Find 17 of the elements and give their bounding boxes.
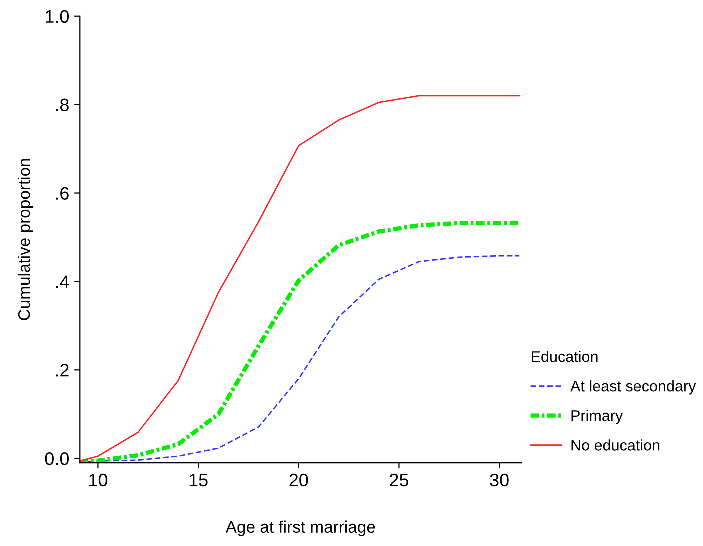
x-tick-label: 25: [390, 474, 408, 487]
x-tick-label: 20: [290, 474, 308, 487]
y-tick-label: 0.0: [45, 452, 70, 466]
y-tick-label: .8: [56, 98, 69, 112]
x-axis-title: Age at first marriage: [226, 520, 376, 536]
y-tick-label: 1.0: [46, 10, 70, 24]
y-tick-label: .4: [56, 276, 70, 288]
y-tick-label: .2: [56, 364, 69, 377]
legend-label: Primary: [572, 410, 624, 424]
y-tick-label: .6: [56, 187, 69, 200]
legend-label: At least secondary: [570, 380, 696, 395]
x-tick-label: 15: [190, 474, 208, 487]
x-tick-label: 10: [90, 474, 108, 487]
x-tick-label: 30: [490, 474, 509, 487]
legend-label: No education: [572, 440, 660, 451]
legend-title: Education: [532, 351, 598, 362]
y-axis-title: Cumulative proportion: [18, 159, 34, 320]
